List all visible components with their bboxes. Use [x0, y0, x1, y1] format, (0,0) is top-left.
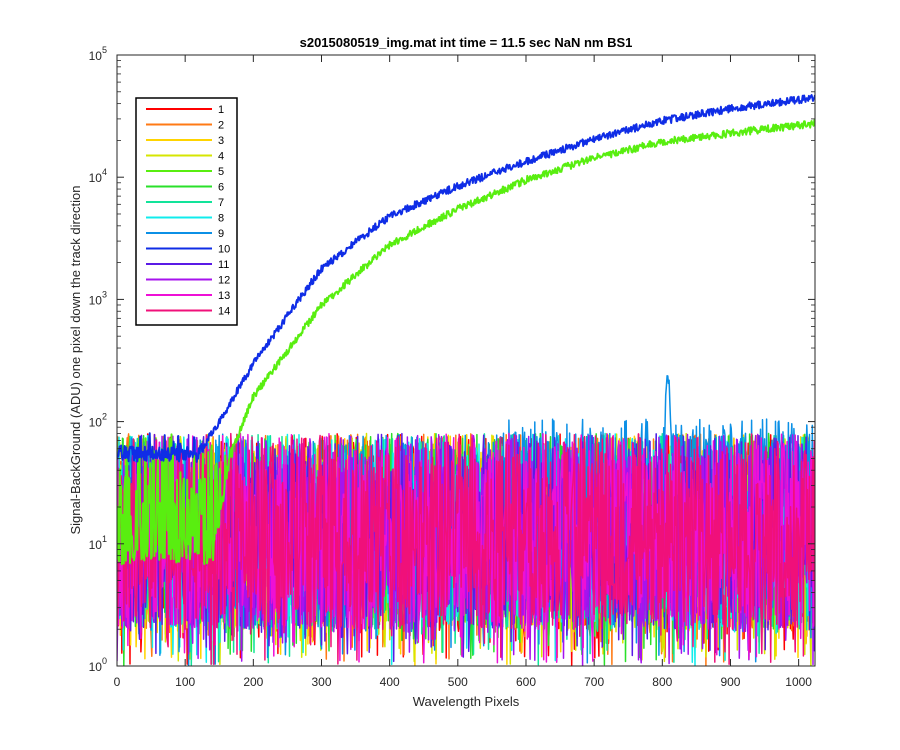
legend-label-2: 2: [218, 120, 224, 132]
series-layer: [117, 94, 815, 666]
legend-label-14: 14: [218, 306, 230, 318]
chart-title: s2015080519_img.mat int time = 11.5 sec …: [300, 35, 633, 50]
y-tick-label: 100: [89, 656, 107, 674]
legend-label-1: 1: [218, 104, 224, 116]
series-line-14: [117, 432, 815, 666]
legend-label-13: 13: [218, 290, 230, 302]
x-tick-label: 400: [380, 675, 400, 689]
y-tick-label: 102: [89, 412, 107, 430]
series-line-10: [117, 94, 815, 463]
x-tick-label: 900: [720, 675, 740, 689]
x-tick-label: 100: [175, 675, 195, 689]
legend-label-5: 5: [218, 166, 224, 178]
x-tick-label: 200: [243, 675, 263, 689]
y-tick-label: 105: [89, 45, 107, 63]
x-tick-label: 800: [652, 675, 672, 689]
y-tick-label: 104: [89, 167, 107, 185]
legend-label-6: 6: [218, 182, 224, 194]
x-axis: 0 100 200 300 400 500 600 700 800 900 1000: [114, 55, 812, 689]
x-tick-label: 700: [584, 675, 604, 689]
legend-label-8: 8: [218, 213, 224, 225]
x-tick-label: 0: [114, 675, 121, 689]
legend-label-10: 10: [218, 244, 230, 256]
legend-label-11: 11: [218, 259, 229, 271]
x-axis-label: Wavelength Pixels: [413, 694, 520, 709]
series-line-5: [117, 119, 815, 566]
legend-label-7: 7: [218, 197, 224, 209]
x-tick-label: 500: [448, 675, 468, 689]
legend-label-12: 12: [218, 275, 230, 287]
x-tick-label: 600: [516, 675, 536, 689]
legend-label-4: 4: [218, 151, 224, 163]
y-axis-label: Signal-BackGround (ADU) one pixel down t…: [68, 185, 83, 534]
axes-box: [116, 54, 816, 667]
legend-label-3: 3: [218, 135, 224, 147]
x-tick-label: 300: [311, 675, 331, 689]
y-tick-label: 101: [89, 534, 107, 552]
legend-box: [135, 97, 238, 326]
legend-label-9: 9: [218, 228, 224, 240]
x-tick-label: 1000: [785, 675, 812, 689]
y-tick-label: 103: [89, 289, 107, 307]
